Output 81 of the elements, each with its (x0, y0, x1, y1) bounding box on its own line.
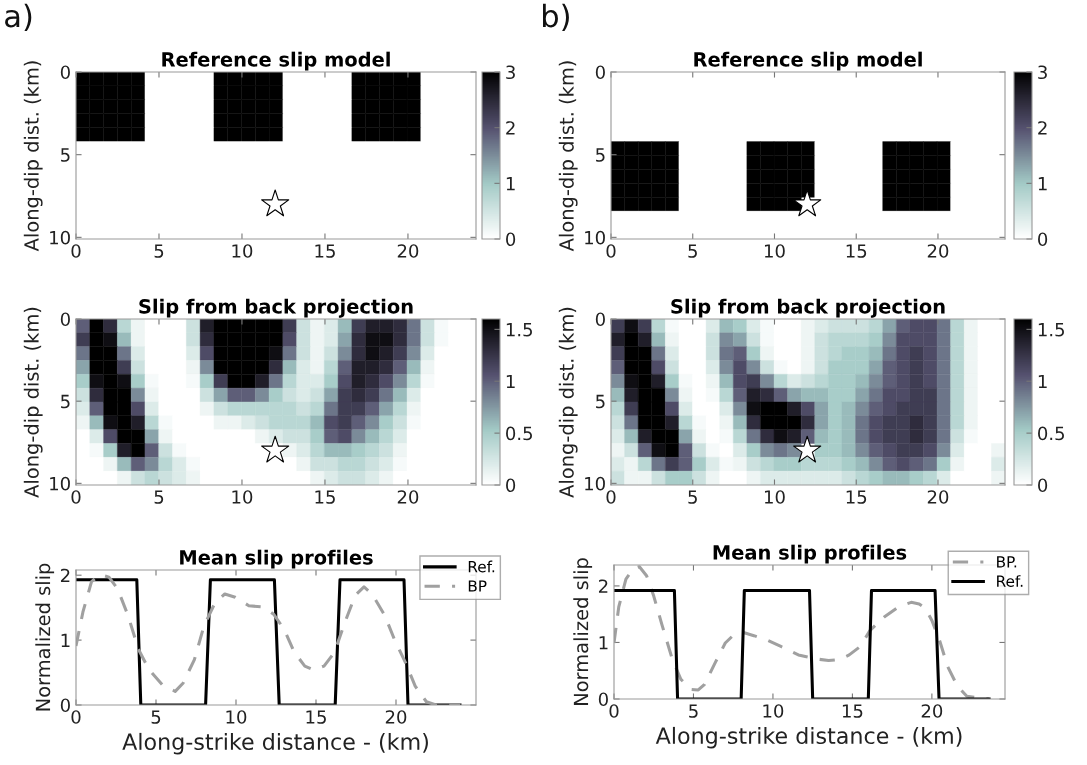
legend-label: BP (468, 580, 487, 592)
x-tick-label: 15 (842, 704, 863, 718)
color-bar-label: 1 (1038, 374, 1047, 389)
x-tick-label: 0 (71, 244, 81, 258)
color-bar-label: 3 (506, 65, 515, 80)
y-tick-label: 1 (599, 636, 608, 650)
y-tick-label: 5 (61, 394, 70, 409)
x-axis-title: Along-strike distance - (km) (655, 726, 962, 749)
y-tick-label: 1 (61, 633, 70, 647)
y-tick-label: 10 (585, 230, 605, 245)
y-tick-label: 5 (596, 394, 605, 409)
color-bar-label: 3 (1038, 65, 1047, 80)
x-tick-label: 20 (927, 244, 949, 258)
y-axis-title: Normalized slip (35, 563, 55, 711)
y-axis-title: Along-dip dist. (km) (23, 307, 43, 498)
y-tick-label: 10 (50, 230, 70, 245)
chart-title: Mean slip profiles (713, 544, 907, 564)
text: b) (543, 3, 569, 32)
x-tick-label: 10 (232, 490, 253, 504)
x-tick-label: 10 (764, 244, 785, 258)
x-tick-label: 15 (846, 490, 867, 504)
x-tick-label: 15 (315, 244, 335, 258)
x-tick-label: 15 (315, 490, 335, 504)
y-tick-label: 0 (598, 692, 608, 707)
y-tick-label: 5 (61, 148, 70, 162)
x-tick-label: 10 (226, 710, 247, 724)
x-tick-label: 5 (689, 704, 698, 718)
x-tick-label: 20 (927, 490, 949, 504)
color-bar-label: 1 (506, 374, 515, 389)
x-tick-label: 15 (306, 710, 326, 724)
legend-label: Ref. (997, 575, 1023, 587)
x-tick-label: 10 (764, 490, 785, 504)
color-bar-label: 1.5 (506, 323, 532, 337)
y-tick-label: 10 (50, 476, 70, 491)
y-tick-label: 5 (596, 148, 605, 162)
color-bar-label: 0 (506, 478, 516, 493)
x-tick-label: 0 (609, 704, 619, 718)
color-bar-label: 1 (506, 177, 515, 191)
legend-label: Ref. (468, 560, 495, 573)
y-tick-label: 2 (60, 568, 70, 583)
color-bar-label: 2 (1038, 121, 1047, 135)
color-bar-label: 1.5 (1038, 323, 1064, 337)
chart-title: Reference slip model (162, 51, 390, 71)
color-bar-label: 0.5 (506, 426, 532, 441)
color-bar-label: 0 (1038, 478, 1048, 493)
chart-title: Reference slip model (694, 51, 922, 71)
x-tick-label: 5 (154, 490, 164, 504)
y-tick-label: 2 (598, 579, 608, 593)
y-axis-title: Along-dip dist. (km) (23, 61, 43, 252)
x-tick-label: 0 (71, 710, 81, 724)
x-tick-label: 20 (385, 710, 407, 724)
y-tick-label: 0 (60, 312, 70, 327)
x-tick-label: 10 (763, 704, 784, 718)
chart-title: Slip from back projection (671, 298, 945, 318)
y-tick-label: 0 (595, 312, 605, 327)
color-bar-label: 0 (506, 232, 516, 247)
text: a) (5, 3, 32, 32)
x-tick-label: 5 (151, 710, 161, 724)
y-tick-label: 0 (595, 65, 605, 80)
x-tick-label: 20 (921, 704, 943, 718)
color-bar-label: 2 (506, 121, 515, 135)
color-bar-label: 0.5 (1038, 426, 1064, 441)
y-tick-label: 10 (585, 476, 605, 491)
x-tick-label: 5 (688, 244, 697, 258)
x-tick-label: 15 (846, 244, 867, 258)
chart-title: Mean slip profiles (180, 549, 373, 569)
legend-label: BP. (997, 556, 1017, 568)
x-axis-title: Along-strike distance - (km) (122, 732, 428, 755)
x-tick-label: 10 (232, 244, 253, 258)
y-axis-title: Along-dip dist. (km) (558, 61, 578, 252)
x-tick-label: 20 (397, 244, 419, 258)
y-tick-label: 0 (60, 65, 70, 80)
color-bar-label: 1 (1038, 177, 1047, 191)
x-tick-label: 20 (397, 490, 419, 504)
color-bar-label: 0 (1038, 232, 1048, 247)
y-axis-title: Along-dip dist. (km) (558, 307, 578, 498)
x-tick-label: 0 (71, 490, 81, 504)
x-tick-label: 5 (154, 244, 164, 258)
chart-title: Slip from back projection (139, 298, 413, 318)
y-axis-title: Normalized slip (573, 558, 593, 705)
x-tick-label: 5 (688, 490, 697, 504)
